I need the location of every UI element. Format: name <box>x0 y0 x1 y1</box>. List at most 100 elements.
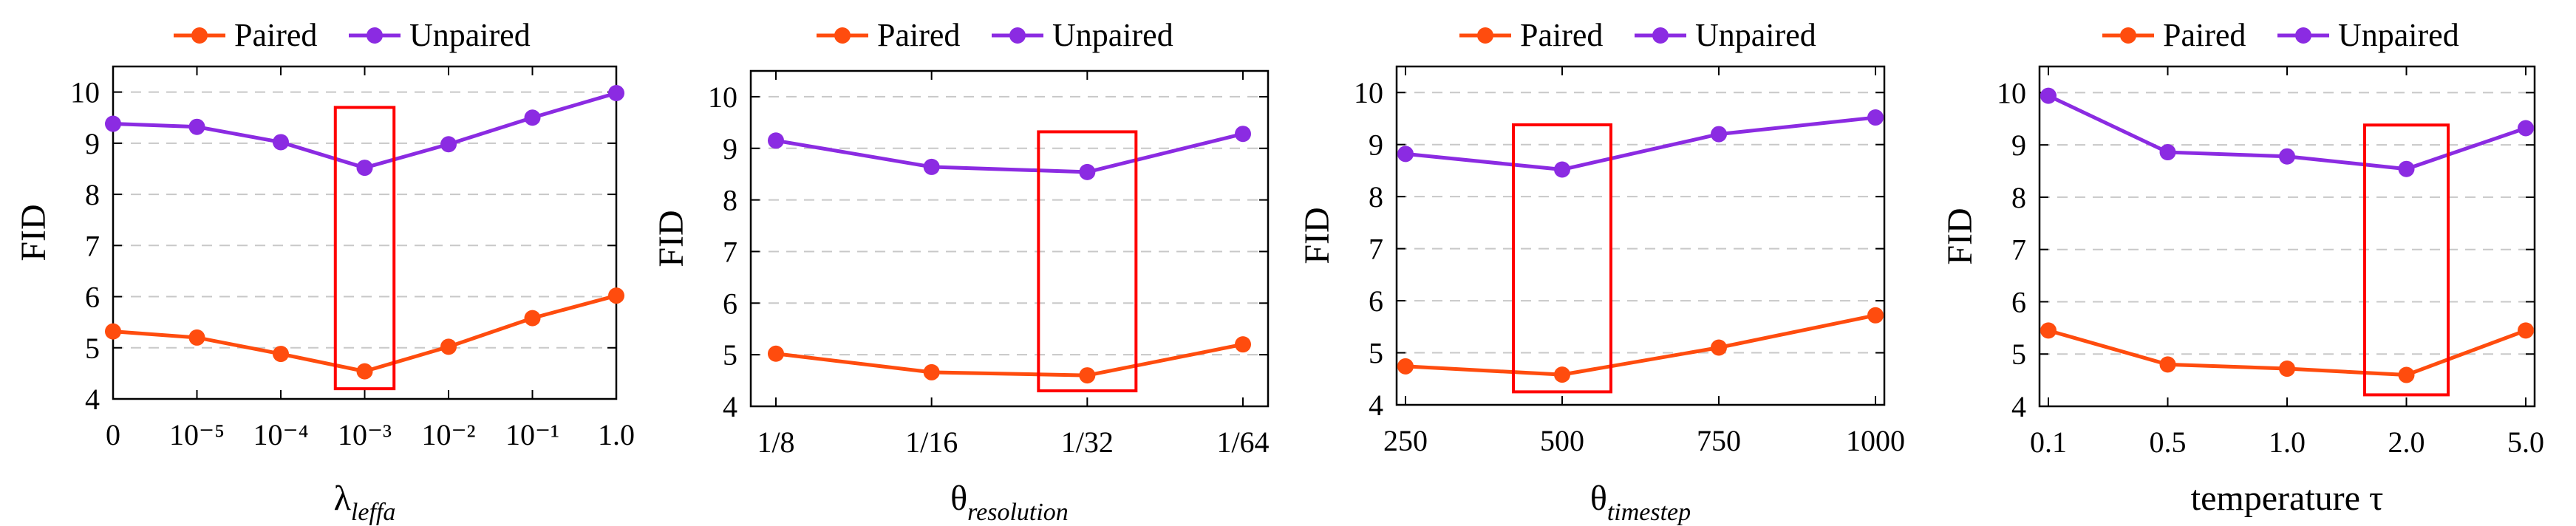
data-point-unpaired <box>105 115 121 132</box>
y-tick-label: 8 <box>723 184 737 217</box>
x-tick-label: 2.0 <box>2388 426 2425 459</box>
highlight-box <box>333 106 396 391</box>
legend-marker-unpaired <box>1009 27 1026 44</box>
data-point-paired <box>2518 322 2534 339</box>
y-tick-label: 10 <box>708 81 737 114</box>
data-point-unpaired <box>768 132 784 149</box>
y-tick-label: 10 <box>1997 76 2026 109</box>
y-tick-label: 7 <box>723 235 737 268</box>
y-tick-label: 9 <box>1369 129 1383 162</box>
legend-label-unpaired: Unpaired <box>1695 17 1816 53</box>
y-tick-label: 9 <box>85 127 100 160</box>
y-tick-label: 4 <box>723 390 737 423</box>
x-axis-symbol: θ <box>950 479 967 518</box>
x-axis-label: θresolution <box>950 479 1069 526</box>
series-line-paired <box>112 293 617 374</box>
data-point-paired <box>923 363 940 380</box>
chart-panel-4: 4 5 6 7 8 9 10 0.1 0.5 1.0 2.0 5.0 FID temperature τ P… <box>1940 17 2544 518</box>
legend: Paired Unpaired <box>1459 17 1816 53</box>
x-tick-label: 0.1 <box>2030 426 2067 459</box>
y-tick-label: 8 <box>85 178 100 211</box>
data-point-unpaired <box>2398 160 2415 177</box>
data-point-paired <box>440 338 457 355</box>
y-tick-label: 7 <box>2011 233 2026 267</box>
x-tick-label: 10⁻⁴ <box>253 418 308 451</box>
x-tick-label: 0.5 <box>2150 426 2187 459</box>
legend: Paired Unpaired <box>2102 17 2459 53</box>
y-tick-label: 6 <box>85 281 100 314</box>
series-line-unpaired <box>1405 115 1876 172</box>
x-axis-label: temperature τ <box>2191 479 2383 518</box>
y-tick-label: 6 <box>723 287 737 320</box>
legend-marker-unpaired <box>1652 27 1669 44</box>
legend-marker-paired <box>2120 27 2136 44</box>
data-point-unpaired <box>188 118 205 135</box>
series-line-unpaired <box>775 132 1244 174</box>
x-tick-label: 750 <box>1697 424 1741 457</box>
x-tick-label: 250 <box>1383 424 1428 457</box>
y-tick-label: 5 <box>2011 338 2026 371</box>
plot-frame <box>1395 65 1886 406</box>
x-axis-symbol: temperature τ <box>2191 479 2383 518</box>
x-axis-symbol: θ <box>1590 479 1607 518</box>
x-axis-symbol: λ <box>334 479 352 518</box>
data-point-paired <box>188 329 205 346</box>
data-point-paired <box>273 346 289 363</box>
legend-label-paired: Paired <box>234 17 317 53</box>
data-point-unpaired <box>273 134 289 151</box>
x-tick-label: 1.0 <box>598 418 635 451</box>
series-line-paired <box>775 342 1244 378</box>
x-tick-label: 10⁻³ <box>338 418 392 451</box>
data-point-unpaired <box>524 109 541 126</box>
y-tick-label: 4 <box>85 383 100 416</box>
data-point-unpaired <box>356 160 373 177</box>
data-point-paired <box>524 310 541 327</box>
y-axis-label: FID <box>14 204 53 261</box>
series-line-paired <box>1405 313 1876 377</box>
data-point-unpaired <box>440 136 457 153</box>
data-point-unpaired <box>2040 87 2057 104</box>
y-tick-label: 6 <box>1369 284 1383 318</box>
y-axis-label: FID <box>1298 207 1337 264</box>
x-tick-label: 1/64 <box>1216 426 1269 459</box>
y-tick-label: 4 <box>1369 389 1383 422</box>
y-tick-label: 8 <box>1369 180 1383 214</box>
legend: Paired Unpaired <box>174 17 531 53</box>
x-tick-label: 1000 <box>1846 424 1905 457</box>
data-point-paired <box>1235 336 1251 353</box>
x-axis-label: λleffa <box>334 479 396 526</box>
x-tick-label: 500 <box>1540 424 1584 457</box>
x-tick-label: 1/8 <box>757 426 794 459</box>
y-tick-label: 8 <box>2011 181 2026 214</box>
data-point-unpaired <box>608 85 624 101</box>
data-point-unpaired <box>1867 109 1884 126</box>
data-point-paired <box>1711 339 1727 356</box>
y-tick-label: 5 <box>723 338 737 372</box>
x-tick-label: 10⁻¹ <box>505 418 559 451</box>
y-tick-label: 5 <box>85 332 100 365</box>
data-point-paired <box>2159 356 2176 373</box>
data-point-paired <box>1079 367 1096 384</box>
highlight-box <box>2362 123 2450 397</box>
data-point-paired <box>768 345 784 362</box>
series-line-unpaired <box>112 91 617 170</box>
data-point-paired <box>1867 307 1884 324</box>
y-tick-label: 6 <box>2011 285 2026 318</box>
y-tick-label: 9 <box>723 132 737 165</box>
highlight-box <box>1037 130 1138 393</box>
legend: Paired Unpaired <box>817 17 1173 53</box>
x-tick-label: 10⁻⁵ <box>169 418 225 451</box>
legend-label-paired: Paired <box>877 17 960 53</box>
y-tick-label: 5 <box>1369 337 1383 370</box>
data-point-paired <box>2398 366 2415 383</box>
chart-panel-2: 4 5 6 7 8 9 10 1/8 1/16 1/32 1/64 FID θresolution Pai… <box>652 17 1270 526</box>
legend-label-unpaired: Unpaired <box>1052 17 1173 53</box>
data-point-unpaired <box>923 158 940 175</box>
legend-label-paired: Paired <box>1520 17 1603 53</box>
y-tick-label: 10 <box>70 76 100 109</box>
x-tick-label: 5.0 <box>2507 426 2544 459</box>
data-point-paired <box>1397 358 1414 375</box>
data-point-paired <box>105 323 121 340</box>
legend-label-unpaired: Unpaired <box>409 17 531 53</box>
